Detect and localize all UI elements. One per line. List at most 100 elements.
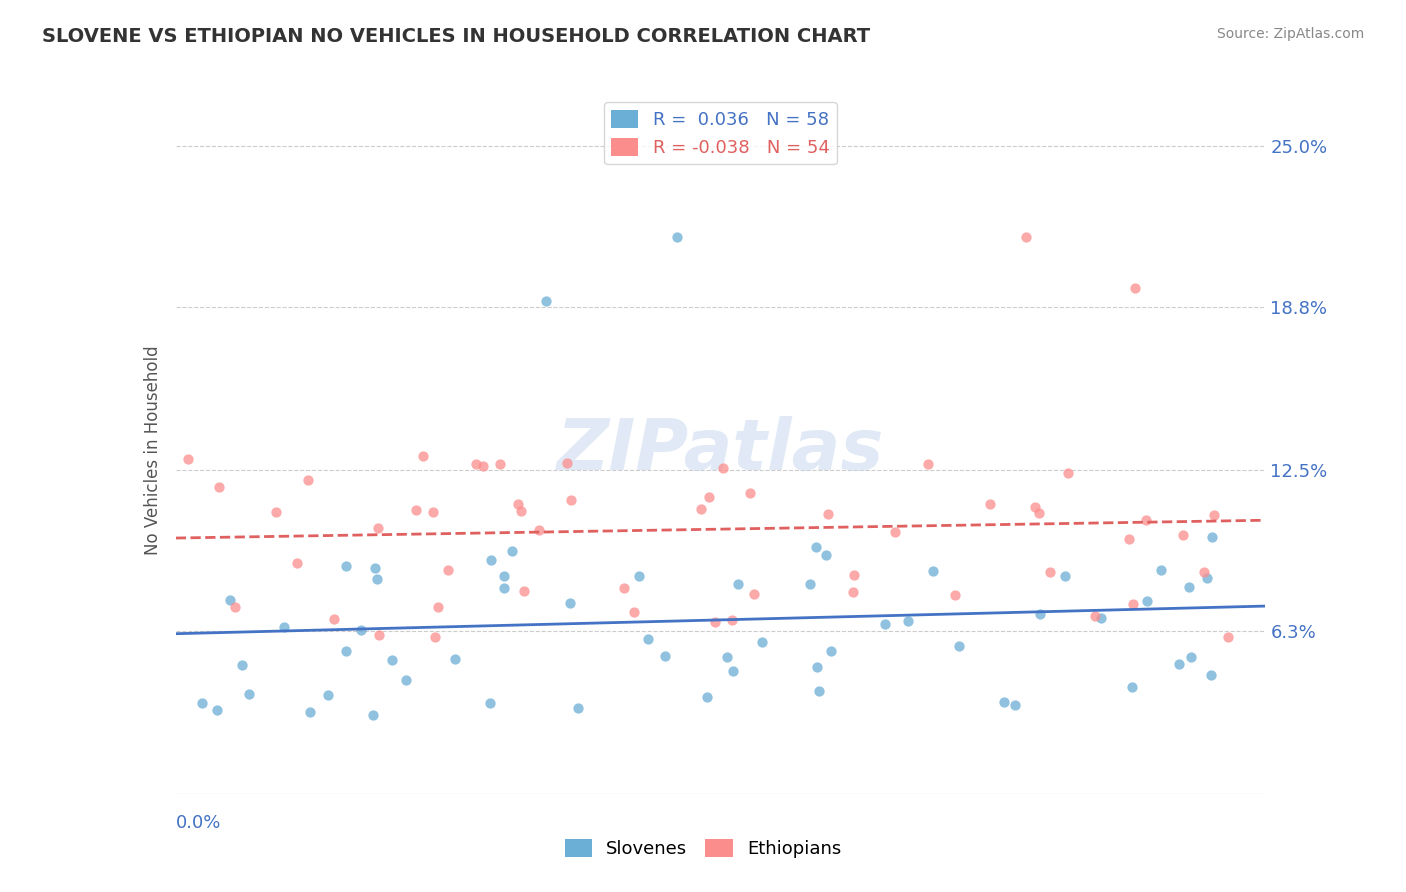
Point (444, 652, 467, 666)
Text: 0.0%: 0.0% (176, 814, 221, 832)
Point (1118, 532, 1140, 546)
Point (1199, 667, 1222, 681)
Point (1136, 593, 1159, 607)
Point (727, 577, 749, 591)
Point (231, 658, 253, 673)
Point (1054, 569, 1077, 583)
Point (716, 650, 738, 665)
Point (273, 619, 295, 633)
Point (318, 688, 340, 702)
Point (1123, 281, 1146, 295)
Point (751, 634, 773, 648)
Point (567, 701, 589, 715)
Point (465, 457, 488, 471)
Point (1201, 530, 1223, 544)
Point (697, 490, 720, 504)
Point (1084, 609, 1107, 624)
Point (696, 690, 718, 704)
Point (1028, 506, 1050, 520)
Point (534, 294, 557, 309)
Point (191, 696, 214, 710)
Point (1168, 657, 1191, 671)
Point (1024, 500, 1046, 514)
Point (738, 486, 761, 500)
Point (1202, 508, 1225, 523)
Point (873, 616, 896, 631)
Point (208, 480, 231, 494)
Point (884, 524, 907, 539)
Point (363, 708, 385, 723)
Point (560, 492, 582, 507)
Point (527, 524, 550, 538)
Point (422, 505, 444, 519)
Point (689, 502, 711, 516)
Point (335, 644, 357, 658)
Point (842, 568, 865, 582)
Point (412, 450, 434, 464)
Point (176, 451, 198, 466)
Point (804, 541, 827, 555)
Point (555, 456, 578, 470)
Point (285, 556, 308, 570)
Point (298, 705, 321, 719)
Point (510, 503, 533, 517)
Point (613, 581, 636, 595)
Point (381, 653, 404, 667)
Point (1057, 467, 1080, 481)
Legend: Slovenes, Ethiopians: Slovenes, Ethiopians (558, 831, 848, 865)
Point (654, 649, 676, 664)
Point (364, 561, 387, 575)
Point (711, 460, 734, 475)
Text: ZIPatlas: ZIPatlas (557, 416, 884, 485)
Point (367, 521, 389, 535)
Point (492, 581, 515, 595)
Point (1218, 631, 1240, 645)
Point (922, 564, 945, 578)
Point (367, 628, 389, 642)
Point (815, 548, 838, 562)
Point (1178, 580, 1201, 594)
Point (426, 600, 449, 615)
Point (494, 569, 516, 583)
Text: Source: ZipAtlas.com: Source: ZipAtlas.com (1216, 27, 1364, 41)
Point (264, 505, 287, 519)
Point (323, 612, 346, 626)
Point (478, 696, 501, 710)
Point (841, 585, 863, 599)
Point (820, 644, 842, 658)
Point (917, 457, 939, 471)
Point (1121, 680, 1143, 694)
Point (238, 688, 260, 702)
Point (1197, 571, 1219, 585)
Point (224, 599, 246, 614)
Point (366, 572, 388, 586)
Point (479, 552, 502, 566)
Point (205, 703, 228, 717)
Point (742, 587, 765, 601)
Point (1171, 528, 1194, 542)
Point (703, 615, 725, 629)
Point (628, 569, 651, 583)
Point (1122, 598, 1144, 612)
Point (1039, 565, 1062, 579)
Point (1135, 514, 1157, 528)
Point (808, 683, 831, 698)
Point (350, 624, 373, 638)
Point (1004, 698, 1026, 712)
Point (623, 605, 645, 619)
Point (897, 615, 920, 629)
Point (297, 473, 319, 487)
Point (637, 632, 659, 646)
Point (405, 503, 427, 517)
Point (508, 497, 530, 511)
Point (335, 558, 357, 573)
Point (437, 564, 460, 578)
Y-axis label: No Vehicles in Household: No Vehicles in Household (143, 345, 162, 556)
Point (218, 593, 240, 607)
Point (501, 544, 523, 558)
Point (472, 458, 495, 473)
Point (1015, 229, 1038, 244)
Point (489, 457, 512, 471)
Point (993, 695, 1015, 709)
Point (1090, 610, 1112, 624)
